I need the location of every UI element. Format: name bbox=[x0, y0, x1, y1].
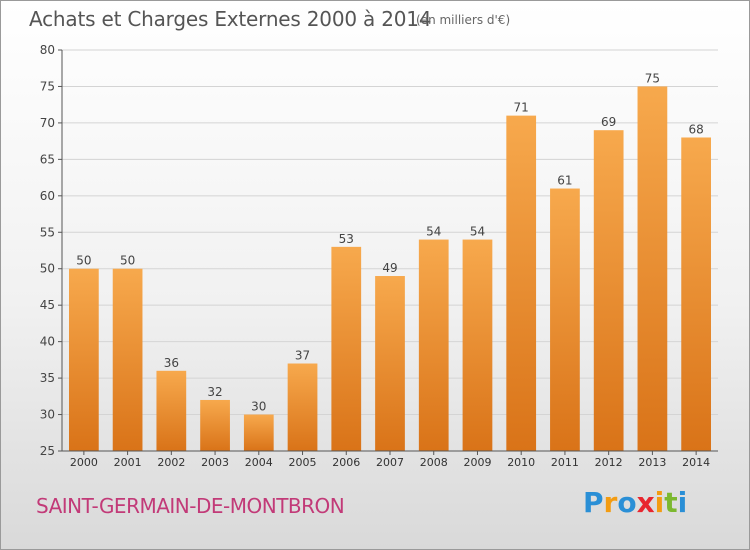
x-tick-label: 2001 bbox=[114, 456, 142, 469]
data-label: 53 bbox=[339, 232, 354, 246]
y-tick-label: 50 bbox=[40, 262, 55, 276]
bar-2014 bbox=[681, 137, 712, 451]
x-tick-label: 2005 bbox=[289, 456, 317, 469]
logo-letter: r bbox=[603, 486, 618, 519]
data-label: 75 bbox=[645, 71, 660, 85]
data-label: 30 bbox=[251, 400, 266, 414]
y-tick-label: 40 bbox=[40, 335, 55, 349]
x-tick-label: 2013 bbox=[638, 456, 666, 469]
x-tick-label: 2008 bbox=[420, 456, 448, 469]
data-label: 32 bbox=[207, 385, 222, 399]
x-tick-label: 2011 bbox=[551, 456, 579, 469]
bar-2009 bbox=[462, 239, 493, 451]
bar-2001 bbox=[112, 268, 143, 451]
x-tick-label: 2004 bbox=[245, 456, 273, 469]
x-tick-label: 2002 bbox=[157, 456, 185, 469]
y-tick-label: 80 bbox=[40, 43, 55, 57]
logo-letter: i bbox=[677, 486, 688, 519]
data-label: 54 bbox=[426, 225, 441, 239]
data-label: 37 bbox=[295, 349, 310, 363]
bar-2000 bbox=[68, 268, 99, 451]
y-tick-label: 30 bbox=[40, 408, 55, 422]
x-tick-label: 2003 bbox=[201, 456, 229, 469]
data-label: 50 bbox=[120, 254, 135, 268]
bar-2003 bbox=[200, 399, 230, 451]
x-tick-label: 2000 bbox=[70, 456, 98, 469]
x-tick-label: 2009 bbox=[463, 456, 491, 469]
logo-letter: P bbox=[583, 486, 604, 519]
data-label: 49 bbox=[382, 261, 397, 275]
x-tick-label: 2010 bbox=[507, 456, 535, 469]
y-tick-label: 35 bbox=[40, 371, 55, 385]
data-label: 69 bbox=[601, 115, 616, 129]
chart-title: Achats et Charges Externes 2000 à 2014 bbox=[29, 7, 432, 31]
data-label: 68 bbox=[688, 122, 703, 136]
y-tick-label: 55 bbox=[40, 225, 55, 239]
bar-2008 bbox=[418, 239, 449, 451]
bar-2004 bbox=[243, 414, 274, 451]
data-label: 50 bbox=[76, 254, 91, 268]
logo-letter: t bbox=[664, 486, 678, 519]
logo-letter: i bbox=[654, 486, 665, 519]
x-tick-label: 2014 bbox=[682, 456, 710, 469]
y-tick-label: 65 bbox=[40, 152, 55, 166]
data-label: 61 bbox=[557, 174, 572, 188]
bar-2005 bbox=[287, 363, 318, 451]
y-tick-label: 75 bbox=[40, 79, 55, 93]
x-tick-label: 2012 bbox=[595, 456, 623, 469]
y-tick-label: 70 bbox=[40, 116, 55, 130]
data-label: 71 bbox=[514, 101, 529, 115]
data-label: 36 bbox=[164, 356, 179, 370]
y-tick-label: 60 bbox=[40, 189, 55, 203]
x-tick-label: 2007 bbox=[376, 456, 404, 469]
y-tick-label: 45 bbox=[40, 298, 55, 312]
place-name: SAINT-GERMAIN-DE-MONTBRON bbox=[36, 494, 345, 518]
logo-letter: x bbox=[636, 486, 655, 519]
unit-note: (en milliers d'€) bbox=[416, 13, 511, 27]
proxiti-logo: Proxiti bbox=[583, 486, 687, 519]
bar-2013 bbox=[637, 86, 668, 452]
x-tick-label: 2006 bbox=[332, 456, 360, 469]
bar-2012 bbox=[593, 130, 624, 451]
logo-letter: o bbox=[617, 486, 637, 519]
bar-2006 bbox=[331, 246, 362, 451]
y-tick-label: 25 bbox=[40, 444, 55, 458]
bar-2007 bbox=[375, 276, 405, 451]
bar-2002 bbox=[156, 370, 187, 451]
bar-2011 bbox=[550, 188, 580, 451]
bar-2010 bbox=[506, 115, 537, 452]
data-label: 54 bbox=[470, 225, 485, 239]
